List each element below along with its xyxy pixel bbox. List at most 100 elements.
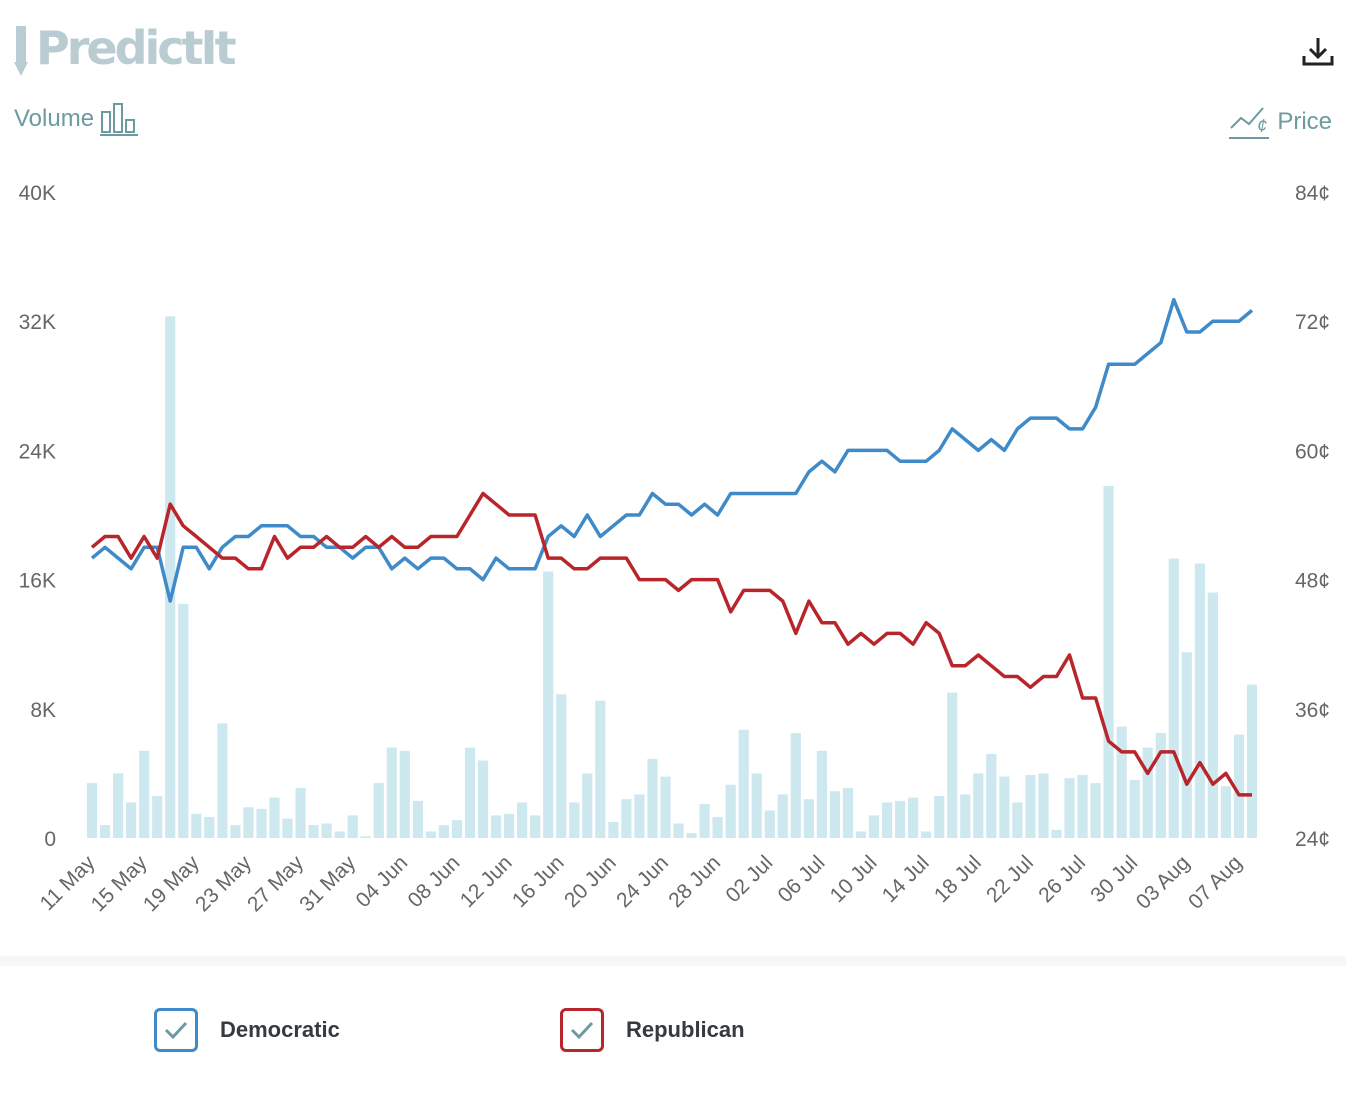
y-left-tick-label: 40K (19, 182, 56, 205)
volume-bar (178, 603, 189, 838)
volume-bar (777, 794, 788, 838)
volume-bar (816, 750, 827, 838)
volume-bar (1181, 652, 1192, 838)
volume-bar (86, 783, 98, 838)
volume-bar (139, 750, 150, 838)
volume-bar (152, 796, 163, 838)
volume-bar (517, 802, 528, 838)
y-left-tick-label: 8K (30, 699, 56, 722)
x-tick-label: 19 May (139, 851, 204, 916)
volume-bar (1038, 773, 1049, 838)
volume-bar (1155, 733, 1166, 838)
y-right-tick-label: 72¢ (1295, 311, 1330, 334)
legend-divider (0, 956, 1346, 966)
y-right-tick-label: 60¢ (1295, 440, 1330, 463)
volume-bar (477, 760, 489, 838)
volume-bar (491, 815, 502, 838)
y-right-tick-label: 36¢ (1295, 699, 1330, 722)
x-tick-label: 04 Jun (351, 851, 412, 912)
volume-bar (556, 694, 567, 838)
volume-bar (373, 783, 384, 838)
volume-bar (1077, 775, 1088, 838)
volume-bar (1246, 684, 1258, 838)
volume-bar (855, 831, 867, 838)
volume-bar (295, 787, 306, 838)
volume-bar (269, 797, 280, 838)
x-tick-label: 20 Jun (560, 851, 621, 912)
volume-bar (986, 754, 997, 838)
volume-bar (1168, 558, 1179, 838)
legend-label-republican: Republican (626, 1017, 745, 1042)
price-axis-label: ¢ Price (1229, 102, 1332, 142)
volume-bar (895, 800, 906, 838)
volume-bar (947, 692, 958, 838)
x-tick-label: 28 Jun (664, 851, 725, 912)
volume-bar (882, 802, 893, 838)
volume-bar (1051, 829, 1062, 838)
volume-bar (647, 758, 658, 838)
x-tick-label: 07 Aug (1184, 851, 1247, 914)
volume-bar (973, 773, 984, 838)
volume-bar (712, 817, 723, 838)
volume-bar (569, 802, 580, 838)
volume-bar (921, 831, 932, 838)
x-tick-label: 08 Jun (404, 851, 465, 912)
volume-bar (113, 773, 124, 838)
volume-bar (1207, 592, 1218, 838)
volume-bar (803, 799, 814, 838)
volume-bar (582, 773, 593, 838)
predictit-logo[interactable]: PredictIt (14, 18, 237, 82)
series-line-democratic (90, 297, 1254, 603)
volume-bar (842, 787, 854, 838)
volume-bar (282, 818, 293, 838)
volume-bar (608, 821, 619, 838)
x-tick-label: 18 Jul (930, 851, 986, 907)
x-tick-label: 16 Jun (508, 851, 569, 912)
volume-bar (1129, 779, 1140, 838)
legend-label-democratic: Democratic (220, 1017, 340, 1042)
volume-bar (360, 836, 371, 838)
volume-bar (256, 808, 267, 838)
republican-checkbox[interactable] (560, 1008, 604, 1052)
volume-bar (725, 784, 736, 838)
x-tick-label: 02 Jul (721, 851, 777, 907)
y-right-tick-label: 84¢ (1295, 182, 1330, 205)
volume-bar (1103, 485, 1114, 838)
series-line-republican (90, 491, 1252, 797)
volume-bar (126, 802, 137, 838)
y-left-tick-label: 32K (19, 311, 56, 334)
volume-bar (673, 823, 684, 838)
svg-text:¢: ¢ (1257, 116, 1267, 136)
y-right-tick-label: 24¢ (1295, 828, 1330, 851)
volume-bar (1064, 778, 1075, 838)
volume-bar (738, 729, 749, 838)
volume-bar (699, 804, 710, 838)
x-tick-label: 03 Aug (1132, 851, 1195, 914)
volume-label-text: Volume (14, 105, 95, 132)
volume-bar (438, 825, 449, 838)
x-tick-label: 31 May (295, 851, 360, 916)
volume-bar (595, 700, 606, 838)
volume-bar (504, 813, 515, 838)
price-trend-icon: ¢ (1229, 107, 1270, 139)
logo-text: PredictIt (36, 21, 237, 75)
volume-bar (960, 794, 971, 838)
volume-bar (100, 825, 111, 838)
volume-bar (1233, 734, 1245, 838)
volume-bar (1116, 726, 1127, 838)
download-icon[interactable] (1300, 34, 1336, 70)
volume-bar (399, 750, 410, 838)
volume-bar (1025, 775, 1036, 838)
y-left-tick-label: 16K (19, 570, 56, 593)
democratic-checkbox[interactable] (154, 1008, 198, 1052)
legend-item-republican[interactable]: Republican (560, 1008, 745, 1052)
legend-item-democratic[interactable]: Democratic (154, 1008, 340, 1052)
volume-bar (1090, 783, 1101, 838)
x-tick-label: 12 Jun (456, 851, 517, 912)
x-tick-label: 23 May (191, 851, 256, 916)
volume-bar (660, 776, 671, 838)
volume-bar (464, 747, 476, 838)
volume-bar (1194, 563, 1205, 838)
volume-bar (790, 733, 801, 838)
